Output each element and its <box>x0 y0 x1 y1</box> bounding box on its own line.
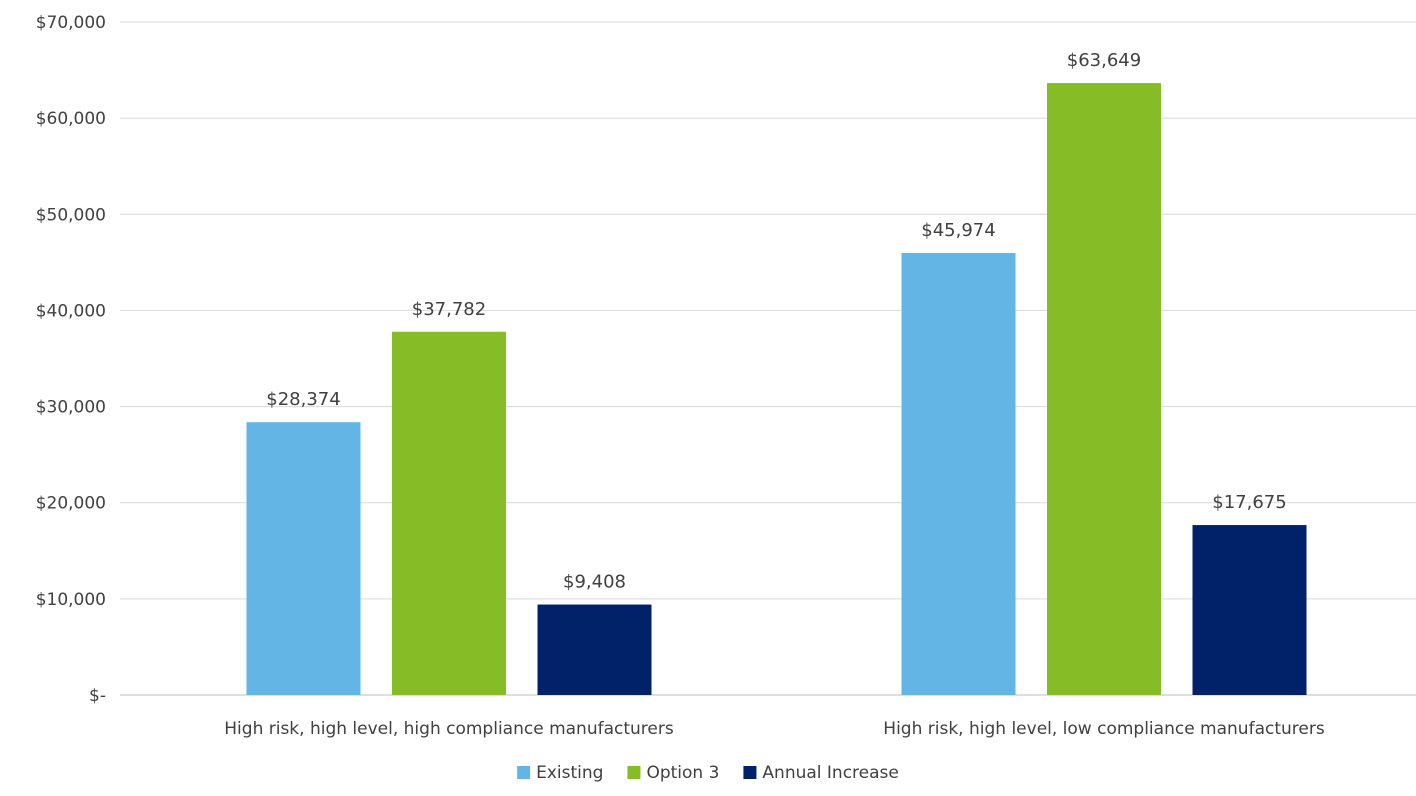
legend-label: Existing <box>536 763 603 783</box>
data-label: $28,374 <box>266 389 340 410</box>
y-tick-label: $70,000 <box>36 13 106 33</box>
bar <box>392 331 506 695</box>
bar <box>1047 83 1161 696</box>
y-tick-label: $30,000 <box>36 398 106 418</box>
y-axis-ticks: $- $10,000 $20,000 $30,000 $40,000 $50,000 $60… <box>36 13 106 706</box>
category-label: High risk, high level, high compliance m… <box>224 719 674 739</box>
data-label: $9,408 <box>563 572 626 593</box>
legend-swatch <box>517 766 531 779</box>
y-tick-label: $- <box>89 686 106 706</box>
legend-swatch <box>627 766 641 779</box>
y-tick-label: $40,000 <box>36 301 106 321</box>
bars <box>246 83 1307 696</box>
data-label: $63,649 <box>1067 50 1141 71</box>
y-tick-label: $60,000 <box>36 109 106 129</box>
bar <box>246 422 361 695</box>
data-label: $17,675 <box>1212 492 1286 513</box>
bar <box>1192 525 1307 695</box>
data-label: $37,782 <box>412 299 486 320</box>
data-label: $45,974 <box>921 220 995 241</box>
y-tick-label: $10,000 <box>36 590 106 610</box>
y-tick-label: $20,000 <box>36 494 106 514</box>
data-labels: $28,374 $37,782 $9,408 $45,974 $63,649 $17,67… <box>266 50 1286 592</box>
x-axis-categories: High risk, high level, high compliance m… <box>224 719 1325 739</box>
legend-label: Annual Increase <box>762 763 898 783</box>
bar <box>901 252 1016 695</box>
legend-swatch <box>743 766 757 779</box>
y-tick-label: $50,000 <box>36 205 106 225</box>
category-label: High risk, high level, low compliance ma… <box>883 719 1325 739</box>
legend: Existing Option 3 Annual Increase <box>517 763 899 783</box>
bar <box>537 604 652 695</box>
legend-label: Option 3 <box>646 763 719 783</box>
